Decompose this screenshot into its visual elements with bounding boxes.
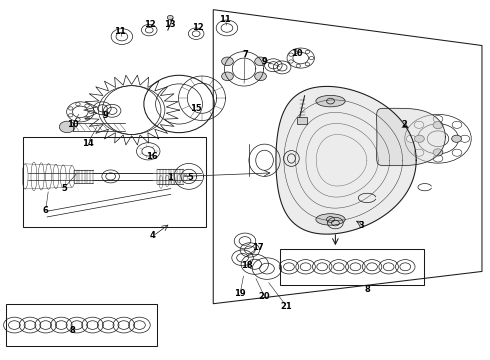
Bar [280, 249, 424, 285]
Circle shape [221, 72, 233, 81]
Circle shape [305, 63, 310, 66]
Circle shape [289, 53, 293, 56]
Text: 17: 17 [252, 243, 264, 252]
Circle shape [221, 57, 233, 66]
Text: 6: 6 [43, 206, 49, 215]
Text: 9: 9 [102, 111, 108, 120]
Circle shape [415, 135, 424, 142]
Text: 4: 4 [149, 231, 155, 240]
Text: 8: 8 [365, 284, 370, 293]
Circle shape [76, 118, 80, 121]
Text: 7: 7 [242, 50, 248, 59]
Text: 5: 5 [187, 173, 193, 182]
Text: 13: 13 [165, 20, 176, 29]
Ellipse shape [316, 214, 345, 225]
Text: 11: 11 [115, 27, 126, 36]
Circle shape [85, 104, 89, 107]
Polygon shape [276, 86, 416, 234]
Circle shape [69, 114, 73, 117]
Text: 18: 18 [241, 261, 253, 270]
Circle shape [414, 149, 424, 156]
Text: 9: 9 [261, 57, 267, 66]
Text: 16: 16 [147, 152, 158, 161]
Circle shape [309, 57, 314, 60]
Polygon shape [377, 108, 445, 166]
Bar [5, 305, 157, 346]
Circle shape [433, 155, 443, 162]
Circle shape [255, 72, 267, 81]
Circle shape [452, 121, 462, 129]
Circle shape [255, 57, 267, 66]
Circle shape [433, 122, 443, 129]
Text: 14: 14 [82, 139, 94, 148]
Text: 5: 5 [61, 184, 67, 193]
Bar [23, 137, 206, 227]
Ellipse shape [316, 95, 345, 107]
Circle shape [289, 60, 293, 63]
Circle shape [296, 49, 300, 52]
Circle shape [76, 103, 80, 106]
Circle shape [433, 149, 443, 156]
Text: 20: 20 [258, 292, 270, 301]
Circle shape [296, 64, 300, 67]
Text: 1: 1 [167, 173, 173, 182]
Text: 10: 10 [67, 120, 78, 129]
Text: 10: 10 [291, 49, 303, 58]
Text: 12: 12 [192, 23, 204, 32]
Circle shape [433, 116, 443, 122]
Text: 11: 11 [219, 15, 231, 24]
Circle shape [89, 110, 93, 113]
Text: 3: 3 [359, 221, 365, 230]
Circle shape [452, 149, 462, 156]
Text: 15: 15 [190, 104, 202, 113]
Circle shape [305, 50, 310, 54]
Circle shape [85, 116, 89, 120]
Circle shape [167, 15, 173, 20]
Circle shape [460, 135, 470, 142]
Circle shape [452, 135, 462, 142]
Text: 8: 8 [70, 326, 75, 335]
Text: 21: 21 [280, 302, 292, 311]
Circle shape [406, 135, 416, 142]
Bar [297, 117, 307, 125]
Text: 2: 2 [401, 120, 407, 129]
Circle shape [69, 107, 73, 110]
Text: 12: 12 [145, 20, 156, 29]
Circle shape [414, 121, 424, 129]
Text: 19: 19 [234, 289, 246, 298]
Circle shape [59, 121, 75, 133]
